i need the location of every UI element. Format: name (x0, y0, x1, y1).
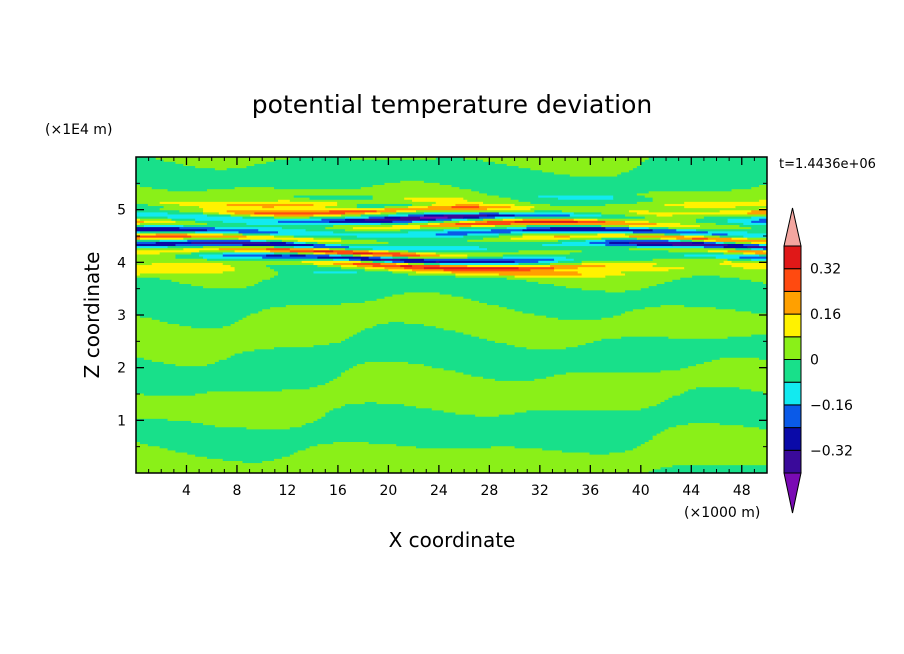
x-tick-label: 8 (232, 483, 241, 499)
x-tick-label: 20 (379, 483, 397, 499)
time-label: t=1.4436e+06 (779, 157, 876, 172)
x-tick-label: 4 (182, 483, 191, 499)
colorbar: 0.32 0.16 0 −0.16 −0.32 (783, 207, 853, 514)
colorbar-label: 0.32 (810, 262, 841, 278)
contour-field (136, 157, 767, 473)
x-tick-label: 44 (682, 483, 700, 499)
y-axis-label: Z coordinate (80, 252, 104, 379)
colorbar-segment (783, 381, 802, 406)
colorbar-label: −0.32 (810, 443, 853, 459)
colorbar-segment (783, 427, 802, 451)
colorbar-top-arrow (783, 207, 802, 247)
x-tick-label: 36 (581, 483, 599, 499)
colorbar-segment (783, 336, 802, 360)
x-axis-label: X coordinate (389, 528, 516, 552)
colorbar-segment (783, 290, 802, 315)
chart-title: potential temperature deviation (252, 90, 652, 119)
colorbar-segment (783, 359, 802, 383)
x-unit-label: (×1000 m) (684, 505, 760, 521)
y-axis: 1 2 3 4 5 (117, 182, 767, 448)
x-tick-label: 16 (329, 483, 347, 499)
x-tick-label: 28 (480, 483, 498, 499)
colorbar-segment (783, 268, 802, 292)
x-tick-label: 24 (430, 483, 448, 499)
x-tick-label: 32 (531, 483, 549, 499)
y-tick-label: 3 (117, 308, 126, 324)
colorbar-label: −0.16 (810, 398, 853, 414)
y-tick-label: 1 (117, 413, 126, 429)
colorbar-segment (783, 313, 802, 338)
y-tick-label: 2 (117, 361, 126, 377)
colorbar-segment (783, 404, 802, 429)
colorbar-label: 0 (810, 353, 819, 369)
colorbar-bottom-arrow (783, 472, 802, 514)
y-tick-label: 5 (117, 203, 126, 219)
colorbar-segment (783, 449, 802, 474)
x-tick-label: 48 (733, 483, 751, 499)
colorbar-label: 0.16 (810, 307, 841, 323)
x-axis: 4 8 12 16 20 24 28 32 36 40 44 48 (148, 157, 755, 499)
y-unit-label: (×1E4 m) (45, 122, 112, 138)
colorbar-segment (783, 245, 802, 270)
x-tick-label: 40 (632, 483, 650, 499)
y-tick-label: 4 (117, 255, 126, 271)
x-tick-label: 12 (279, 483, 297, 499)
